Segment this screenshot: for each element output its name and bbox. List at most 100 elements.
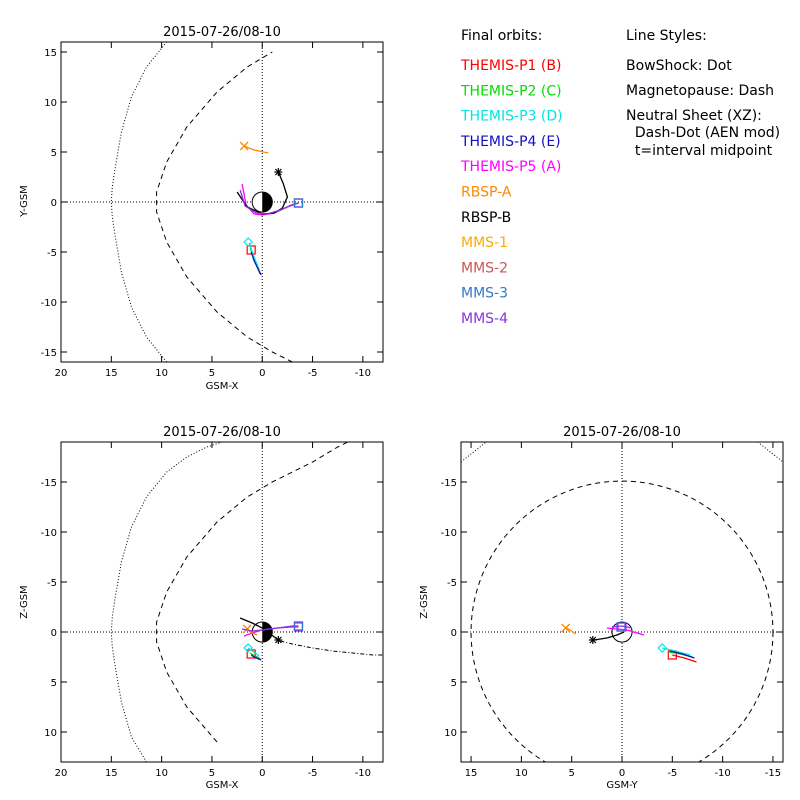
magnetopause-line xyxy=(470,480,774,762)
x-tick-label: -5 xyxy=(667,768,677,779)
line-styles-items: BowShock: Dot Magnetopause: Dash Neutral S… xyxy=(626,58,780,159)
y-tick-label: -5 xyxy=(47,248,57,259)
x-tick-label: -5 xyxy=(308,768,318,779)
x-tick-label: 15 xyxy=(105,768,118,779)
y-tick-label: -15 xyxy=(441,478,457,489)
legend-item: THEMIS-P1 (B) xyxy=(460,58,561,74)
marker-themis-p1-b xyxy=(246,245,256,255)
panel-xy-title: 2015-07-26/08-10 xyxy=(163,25,281,40)
y-tick-label: -5 xyxy=(47,578,57,589)
y-tick-label: 5 xyxy=(451,678,457,689)
line-style-item: BowShock: Dot xyxy=(626,58,732,74)
legend-item: THEMIS-P5 (A) xyxy=(460,159,561,175)
line-style-item: Magnetopause: Dash xyxy=(626,83,774,99)
orbit-themis-p3-d xyxy=(662,647,691,656)
panel-xy-frame xyxy=(60,41,384,363)
x-tick-label: 20 xyxy=(55,368,68,379)
orbit-rbsp-b xyxy=(239,617,279,641)
panel-yz-title: 2015-07-26/08-10 xyxy=(563,425,681,440)
panel-xy-ticks: 20 15 10 5 0 -5 -10 -15 -10 -5 0 5 10 15 xyxy=(41,42,383,379)
x-tick-label: 0 xyxy=(259,768,265,779)
legend-item: THEMIS-P4 (E) xyxy=(460,134,561,150)
panel-xz: 2015-07-26/08-10 GSM-X Z-GSM 20 15 10 5 0 -5 -… xyxy=(19,425,384,791)
magnetopause-line xyxy=(156,51,293,362)
x-tick-label: 20 xyxy=(55,768,68,779)
marker-rbsp-a xyxy=(561,623,571,633)
panel-yz-ylabel: Z-GSM xyxy=(419,585,430,618)
y-tick-label: 5 xyxy=(51,678,57,689)
panel-xz-content: 20 15 10 5 0 -5 -10 -15 -10 -5 0 5 10 xyxy=(41,442,383,779)
marker-rbsp-a xyxy=(239,141,249,151)
x-tick-label: 5 xyxy=(209,368,215,379)
x-tick-label: -5 xyxy=(308,368,318,379)
panel-xy-content: 20 15 10 5 0 -5 -10 -15 -10 -5 0 5 10 15 xyxy=(41,42,383,379)
orbit-mms-4 xyxy=(241,625,299,632)
legend-item: THEMIS-P3 (D) xyxy=(460,109,563,125)
y-tick-label: -10 xyxy=(41,298,57,309)
y-tick-label: -10 xyxy=(41,528,57,539)
line-style-item: Neutral Sheet (XZ): xyxy=(626,108,762,124)
y-tick-label: -15 xyxy=(41,478,57,489)
legend-item: RBSP-A xyxy=(461,185,512,201)
orbit-mms-4 xyxy=(239,189,299,215)
panel-yz-xlabel: GSM-Y xyxy=(606,780,638,791)
y-tick-label: 0 xyxy=(51,628,57,639)
legend-item: MMS-2 xyxy=(461,260,508,276)
x-tick-label: 10 xyxy=(155,768,168,779)
legend-item: RBSP-B xyxy=(461,210,511,226)
y-tick-label: -5 xyxy=(447,578,457,589)
panel-yz-ticks: 15 10 5 0 -5 -10 -15 -15 -10 -5 0 5 10 xyxy=(441,442,783,779)
orbit-themis-p2-c xyxy=(249,652,260,659)
panel-xz-frame xyxy=(60,441,384,763)
panel-xz-xlabel: GSM-X xyxy=(206,780,239,791)
line-style-item: Dash-Dot (AEN mod) xyxy=(626,125,780,141)
magnetopause-line xyxy=(156,442,349,743)
earth-icon xyxy=(611,621,633,643)
x-tick-label: -15 xyxy=(765,768,781,779)
panel-xz-title: 2015-07-26/08-10 xyxy=(163,425,281,440)
x-tick-label: 0 xyxy=(259,368,265,379)
marker-themis-p3-d xyxy=(243,237,254,247)
legend-items: THEMIS-P1 (B) THEMIS-P2 (C) THEMIS-P3 (D) T… xyxy=(460,58,563,327)
x-tick-label: -10 xyxy=(355,768,371,779)
bowshock-line xyxy=(110,442,223,762)
y-tick-label: -15 xyxy=(41,348,57,359)
marker-mms-3 xyxy=(293,198,304,208)
legend-title: Final orbits: xyxy=(461,28,542,44)
legend-item: MMS-1 xyxy=(461,235,508,251)
x-tick-label: 15 xyxy=(465,768,478,779)
orbit-rbsp-a xyxy=(566,627,577,635)
marker-themis-p3-d xyxy=(243,643,254,653)
x-tick-label: -10 xyxy=(355,368,371,379)
x-tick-label: 5 xyxy=(209,768,215,779)
orbit-themis-p3-d xyxy=(248,242,260,271)
y-tick-label: 10 xyxy=(44,728,57,739)
x-tick-label: 5 xyxy=(569,768,575,779)
panel-yz-plot-area xyxy=(461,442,783,762)
panel-xz-ylabel: Z-GSM xyxy=(19,585,30,618)
neutral-sheet-line xyxy=(280,640,383,656)
orbit-rbsp-a xyxy=(243,145,269,154)
y-tick-label: 10 xyxy=(444,728,457,739)
panel-xz-plot-area xyxy=(61,442,383,762)
y-tick-label: 5 xyxy=(51,148,57,159)
marker-mms-3 xyxy=(293,621,304,631)
x-tick-label: -10 xyxy=(714,768,730,779)
marker-rbsp-b xyxy=(274,636,283,644)
panel-xy-xlabel: GSM-X xyxy=(206,381,239,392)
orbit-themis-p3-d xyxy=(247,647,260,657)
legend-item: MMS-4 xyxy=(461,311,508,327)
panel-xy: 2015-07-26/08-10 GSM-X Y-GSM 20 15 10 5 0 -5 -… xyxy=(19,25,384,392)
line-style-item: t=interval midpoint xyxy=(626,143,773,159)
x-tick-label: 10 xyxy=(515,768,528,779)
y-tick-label: 15 xyxy=(44,48,57,59)
line-styles-title: Line Styles: xyxy=(626,28,707,44)
panel-yz: 2015-07-26/08-10 GSM-Y Z-GSM 15 10 5 0 -5 -10… xyxy=(419,425,784,791)
panel-xy-ylabel: Y-GSM xyxy=(19,185,30,218)
legend: Final orbits: THEMIS-P1 (B) THEMIS-P2 (C)… xyxy=(460,28,563,327)
panel-xz-ticks: 20 15 10 5 0 -5 -10 -15 -10 -5 0 5 10 xyxy=(41,442,383,779)
x-tick-label: 0 xyxy=(619,768,625,779)
y-tick-label: 0 xyxy=(51,198,57,209)
x-tick-label: 10 xyxy=(155,368,168,379)
